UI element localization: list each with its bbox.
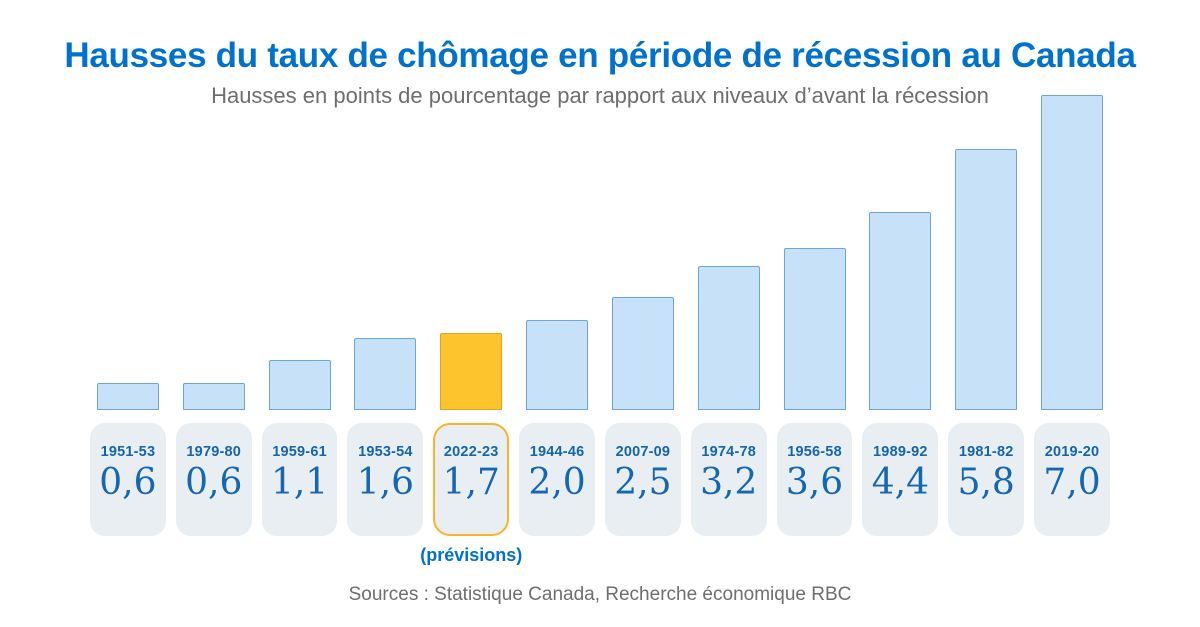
- value-label: 4,4: [871, 462, 929, 503]
- value-label: 2,5: [614, 462, 672, 503]
- chart-column-2007-09: 2007-09 2,5: [604, 95, 681, 536]
- chart-column-2022-23: 2022-23 1,7 (prévisions): [420, 95, 522, 565]
- value-label: 1,1: [270, 462, 329, 503]
- label-pill: 1956-58 3,6: [776, 423, 853, 536]
- chart-column-1989-92: 1989-92 4,4: [862, 95, 939, 536]
- label-pill: 1944-46 2,0: [519, 423, 595, 536]
- label-pill: 2007-09 2,5: [604, 423, 681, 536]
- chart-column-1944-46: 1944-46 2,0: [519, 95, 595, 536]
- bar: [869, 212, 932, 410]
- value-label: 5,8: [957, 462, 1015, 503]
- chart-column-1981-82: 1981-82 5,8: [948, 95, 1025, 536]
- period-label: 1989-92: [873, 444, 928, 460]
- label-pill-forecast: 2022-23 1,7: [433, 423, 510, 536]
- period-label: 2007-09: [615, 444, 671, 460]
- value-label: 3,6: [785, 462, 844, 503]
- chart-column-1979-80: 1979-80 0,6: [175, 95, 252, 536]
- bar: [955, 149, 1018, 410]
- forecast-annotation: (prévisions): [420, 545, 523, 565]
- chart-column-1956-58: 1956-58 3,6: [776, 95, 853, 536]
- period-label: 1951-53: [100, 444, 156, 460]
- value-label: 1,7: [442, 462, 500, 503]
- bar: [354, 338, 417, 410]
- value-label: 0,6: [99, 462, 157, 503]
- period-label: 1944-46: [529, 444, 585, 460]
- bar: [1041, 95, 1104, 410]
- label-pill: 1951-53 0,6: [90, 423, 166, 536]
- chart-subtitle: Hausses en points de pourcentage par rap…: [211, 83, 989, 108]
- label-pill: 1959-61 1,1: [261, 423, 338, 536]
- chart-column-1953-54: 1953-54 1,6: [347, 95, 424, 536]
- bar: [611, 297, 674, 410]
- period-label: 1953-54: [358, 444, 413, 460]
- value-label: 7,0: [1043, 462, 1101, 503]
- bar: [697, 266, 760, 410]
- label-pill: 1974-78 3,2: [690, 423, 767, 536]
- bar: [96, 383, 159, 410]
- label-pill: 2019-20 7,0: [1034, 423, 1110, 536]
- value-label: 3,2: [700, 462, 758, 503]
- source-note: Sources : Statistique Canada, Recherche …: [348, 584, 852, 605]
- bar-chart: 1951-53 0,6 1979-80 0,6 1959-61 1,1 1953-54 1,6…: [90, 95, 1110, 565]
- bar: [268, 360, 331, 410]
- bar-forecast: [440, 333, 503, 410]
- period-label: 1974-78: [701, 444, 757, 460]
- value-label: 0,6: [185, 462, 243, 503]
- period-label: 2019-20: [1044, 444, 1100, 460]
- chart-title: Hausses du taux de chômage en période de…: [64, 36, 1136, 75]
- period-label: 1959-61: [272, 444, 327, 460]
- value-label: 1,6: [356, 462, 415, 503]
- bar: [182, 383, 245, 410]
- label-pill: 1979-80 0,6: [175, 423, 252, 536]
- period-label: 1981-82: [958, 444, 1014, 460]
- label-pill: 1953-54 1,6: [347, 423, 424, 536]
- chart-column-1974-78: 1974-78 3,2: [690, 95, 767, 536]
- label-pill: 1989-92 4,4: [862, 423, 939, 536]
- period-label: 1956-58: [787, 444, 842, 460]
- period-label: 2022-23: [443, 444, 499, 460]
- bar: [783, 248, 846, 410]
- chart-column-2019-20: 2019-20 7,0: [1034, 95, 1110, 536]
- label-pill: 1981-82 5,8: [948, 423, 1025, 536]
- chart-column-1959-61: 1959-61 1,1: [261, 95, 338, 536]
- chart-column-1951-53: 1951-53 0,6: [90, 95, 166, 536]
- period-label: 1979-80: [186, 444, 242, 460]
- value-label: 2,0: [528, 462, 586, 503]
- bar: [526, 320, 589, 410]
